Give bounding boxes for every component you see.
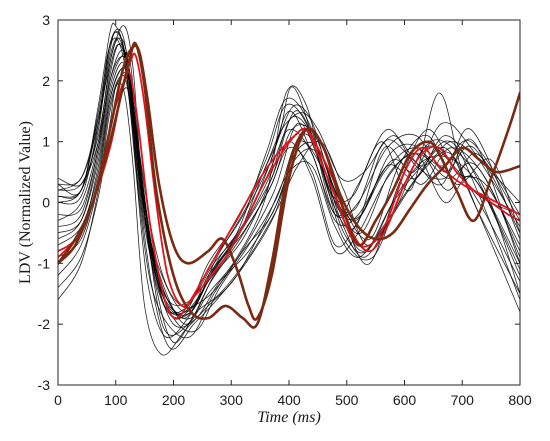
y-axis-ticks: -3 -2 -1 0 1 2 3: [38, 12, 520, 393]
y-tick-label: -1: [38, 255, 51, 271]
series-line-brown-24: [58, 41, 520, 329]
series-line-black-16: [58, 55, 520, 319]
series-line-red-22: [58, 52, 520, 308]
y-tick-label: 3: [42, 12, 50, 28]
y-tick-label: -3: [38, 377, 51, 393]
series-line-black-11: [58, 61, 520, 336]
series-line-black-1: [58, 28, 520, 316]
y-tick-label: 0: [42, 195, 50, 211]
x-axis-ticks: 0 100 200 300 400 500 600 700 800: [54, 20, 532, 408]
x-tick-label: 100: [104, 392, 128, 408]
y-tick-label: -2: [38, 316, 51, 332]
x-tick-label: 200: [162, 392, 186, 408]
y-tick-label: 2: [42, 73, 50, 89]
y-axis-title: LDV (Normalized Value): [17, 121, 34, 284]
x-tick-label: 0: [54, 392, 62, 408]
series-line-black-14: [58, 82, 520, 356]
plot-traces: [58, 22, 520, 356]
series-line-black-20: [58, 65, 520, 333]
x-tick-label: 600: [393, 392, 417, 408]
x-tick-label: 400: [277, 392, 301, 408]
series-line-brown-23: [58, 44, 520, 321]
x-tick-label: 800: [508, 392, 532, 408]
x-tick-label: 300: [220, 392, 244, 408]
x-tick-label: 700: [451, 392, 475, 408]
y-tick-label: 1: [42, 134, 50, 150]
x-axis-title: Time (ms): [257, 409, 321, 426]
x-tick-label: 500: [335, 392, 359, 408]
